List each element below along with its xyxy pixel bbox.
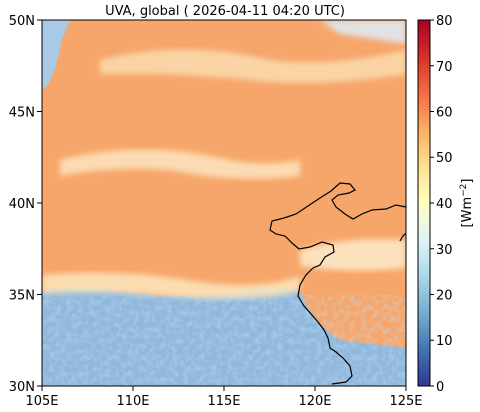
southern-transition-band xyxy=(42,272,300,300)
y-tick-label: 35N xyxy=(9,289,35,304)
eastern-mid-cloud xyxy=(300,239,406,271)
x-axis: 105E 110E 115E 120E 125E xyxy=(25,386,423,409)
colorbar-tick-label: 30 xyxy=(436,243,453,258)
colorbar-tick-label: 40 xyxy=(436,197,453,212)
northeast-edge-clouds xyxy=(320,20,406,44)
colorbar-label-sup: −2 xyxy=(459,184,469,197)
coastline xyxy=(269,182,406,385)
map-image xyxy=(42,20,406,386)
colorbar-gradient xyxy=(417,19,431,387)
x-tick-label: 110E xyxy=(116,394,149,409)
x-tick-label: 125E xyxy=(389,394,422,409)
colorbar-tick-label: 70 xyxy=(436,60,453,75)
colorbar-tick-label: 10 xyxy=(436,334,453,349)
northwest-low-uva-region xyxy=(42,20,70,90)
colorbar-tick-label: 20 xyxy=(436,289,453,304)
chart-title: UVA, global ( 2026-04-11 04:20 UTC) xyxy=(105,4,345,19)
colorbar-tick-label: 80 xyxy=(436,14,453,29)
colorbar-label: [Wm−2] xyxy=(459,179,475,228)
x-tick-label: 115E xyxy=(207,394,240,409)
y-tick-label: 30N xyxy=(9,380,35,395)
colorbar-ticks: 0 10 20 30 40 50 60 70 80 xyxy=(430,14,453,395)
x-tick-label: 105E xyxy=(25,394,58,409)
y-tick-label: 40N xyxy=(9,197,35,212)
colorbar-tick-label: 0 xyxy=(436,380,444,395)
y-tick-label: 45N xyxy=(9,106,35,121)
colorbar: 0 10 20 30 40 50 60 70 80 [Wm−2] xyxy=(417,14,475,395)
colorbar-tick-label: 50 xyxy=(436,151,453,166)
central-cloud-streaks xyxy=(60,149,300,179)
y-tick-label: 50N xyxy=(9,14,35,29)
colorbar-tick-label: 60 xyxy=(436,106,453,121)
x-tick-label: 120E xyxy=(298,394,331,409)
southern-texture xyxy=(42,295,406,386)
colorbar-label-main: [Wm xyxy=(460,197,475,228)
northeast-cloud-band xyxy=(100,49,406,83)
y-axis: 30N 35N 40N 45N 50N xyxy=(9,14,42,395)
colorbar-label-end: ] xyxy=(460,179,475,184)
